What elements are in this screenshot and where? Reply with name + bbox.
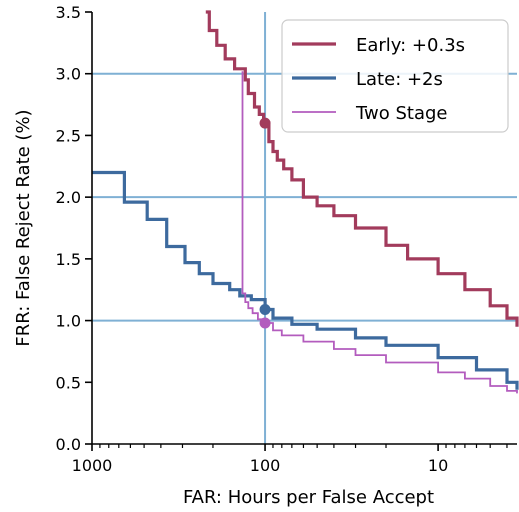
y-tick-label-6: 3.0 bbox=[56, 65, 81, 84]
y-tick-label-4: 2.0 bbox=[56, 188, 81, 207]
x-tick-label-2: 10 bbox=[428, 456, 448, 475]
legend: Early: +0.3s Late: +2s Two Stage bbox=[281, 19, 509, 133]
axes: 0.0 0.5 1.0 1.5 2.0 2.5 3.0 3.5 1000 100 10 bbox=[56, 3, 517, 475]
legend-label-0: Early: +0.3s bbox=[356, 35, 465, 56]
y-tick-label-7: 3.5 bbox=[56, 3, 81, 22]
legend-label-2: Two Stage bbox=[355, 103, 448, 124]
y-tick-label-2: 1.0 bbox=[56, 312, 81, 331]
x-tick-label-0: 1000 bbox=[72, 456, 113, 475]
series-line-0 bbox=[205, 10, 519, 327]
y-tick-label-0: 0.0 bbox=[56, 435, 81, 454]
x-axis-label: FAR: Hours per False Accept bbox=[183, 487, 434, 508]
legend-label-1: Late: +2s bbox=[356, 69, 443, 90]
y-tick-label-3: 1.5 bbox=[56, 250, 81, 269]
series-lines bbox=[92, 10, 519, 394]
series-line-1 bbox=[92, 170, 519, 390]
series-marker-1-0 bbox=[259, 303, 271, 315]
series-marker-0-0 bbox=[259, 117, 271, 129]
legend-box bbox=[281, 19, 509, 133]
series-line-2 bbox=[241, 71, 518, 394]
y-tick-label-5: 2.5 bbox=[56, 126, 81, 145]
y-tick-label-1: 0.5 bbox=[56, 373, 81, 392]
y-axis-label: FRR: False Reject Rate (%) bbox=[13, 109, 34, 346]
x-tick-label-1: 100 bbox=[250, 456, 281, 475]
series-marker-2-0 bbox=[259, 317, 271, 329]
